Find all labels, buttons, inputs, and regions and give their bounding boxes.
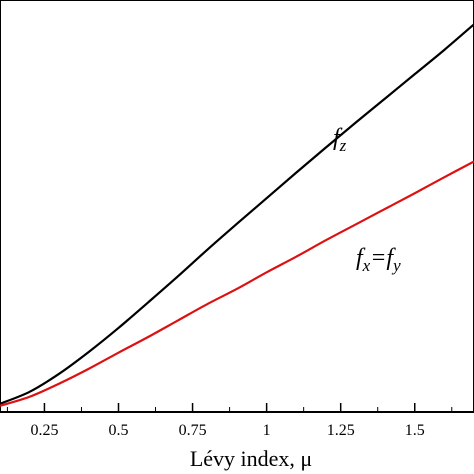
fx-fy-label: fx=fy: [356, 245, 401, 275]
fx-fy-label-sub-y: y: [391, 256, 401, 275]
series-lines: [0, 23, 474, 407]
x-tick-label: 0.5: [109, 422, 129, 439]
x-tick-label: 1.5: [405, 422, 425, 439]
plot-frame: [0, 0, 474, 413]
fz-label: fz: [333, 125, 347, 155]
fx-fy-label-eq: =f: [370, 245, 396, 271]
x-axis-title: Lévy index, μ: [190, 446, 312, 471]
x-tick-label: 0.25: [30, 422, 58, 439]
x-tick-label: 1: [263, 422, 271, 439]
x-tick-label: 0.75: [179, 422, 207, 439]
fx-fy-label-f: f: [356, 245, 366, 271]
fz-label-f: f: [333, 125, 343, 151]
fz-label-sub: z: [339, 136, 347, 155]
series-line-fz: [0, 23, 474, 405]
series-line-fx-fy: [0, 160, 474, 407]
fx-fy-label-sub-x: x: [362, 256, 371, 275]
x-tick-label: 1.25: [327, 422, 355, 439]
x-axis-ticks: 0.25 0.5 0.75 1 1.25 1.5: [6, 403, 453, 439]
